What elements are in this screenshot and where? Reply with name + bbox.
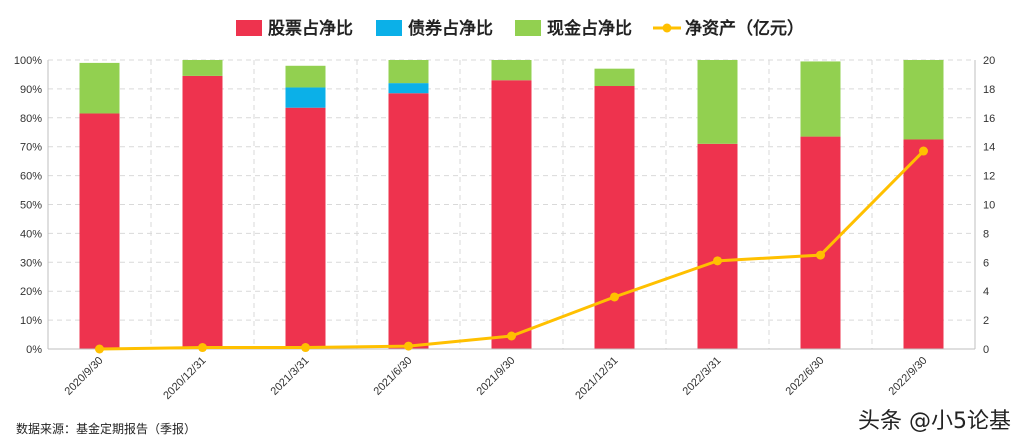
bar-segment: [285, 87, 326, 108]
y-right-tick-label: 2: [983, 315, 989, 327]
legend-swatch: [376, 20, 402, 36]
y-left-tick-label: 10%: [20, 315, 42, 327]
bar-segment: [388, 60, 429, 84]
bars: [79, 60, 944, 350]
legend-label: 现金占净比: [547, 18, 632, 39]
bar-segment: [182, 75, 223, 350]
bar-segment: [182, 60, 223, 76]
x-tick-label: 2022/9/30: [887, 355, 930, 398]
y-right-tick-label: 12: [983, 171, 995, 183]
net-asset-point: [301, 343, 310, 353]
bar-segment: [388, 83, 429, 94]
y-right-tick-label: 4: [983, 286, 989, 298]
y-right-tick-label: 10: [983, 200, 995, 212]
bar-segment: [79, 62, 120, 114]
y-left-tick-label: 30%: [20, 257, 42, 269]
bar-segment: [594, 86, 635, 349]
y-right-tick-label: 0: [983, 344, 989, 356]
y-right-tick-label: 14: [983, 142, 995, 154]
y-right-tick-label: 18: [983, 84, 995, 96]
x-tick-label: 2022/6/30: [784, 355, 827, 398]
x-tick-label: 2021/9/30: [475, 355, 518, 398]
legend: 股票占净比 债券占净比 现金占净比 净资产（亿元）: [236, 18, 804, 39]
net-asset-point: [198, 343, 207, 353]
x-tick-label: 2020/12/31: [161, 355, 208, 402]
legend-swatch-marker: [662, 23, 672, 33]
x-tick-label: 2022/3/31: [681, 355, 724, 398]
legend-label: 净资产（亿元）: [685, 18, 804, 39]
bar-segment: [903, 139, 944, 349]
bar-segment: [594, 68, 635, 87]
y-left-tick-label: 60%: [20, 171, 42, 183]
x-tick-label: 2021/6/30: [372, 355, 415, 398]
bar-segment: [491, 80, 532, 349]
bar-segment: [903, 60, 944, 140]
y-left-tick-label: 0%: [26, 344, 42, 356]
net-asset-point: [404, 341, 413, 351]
y-right-tick-label: 20: [983, 55, 995, 67]
x-tick-label: 2020/9/30: [63, 355, 106, 398]
net-asset-point: [816, 250, 825, 260]
source-note: 数据来源：基金定期报告（季报）: [16, 422, 197, 436]
legend-label: 股票占净比: [268, 18, 353, 39]
y-right-tick-label: 8: [983, 228, 989, 240]
net-asset-point: [610, 292, 619, 302]
watermark: 头条 @小5论基: [858, 409, 1011, 434]
y-left-tick-label: 80%: [20, 113, 42, 125]
net-asset-point: [507, 331, 516, 341]
y-left-tick-label: 70%: [20, 142, 42, 154]
x-tick-label: 2021/3/31: [269, 355, 312, 398]
bar-segment: [285, 65, 326, 88]
net-asset-point: [919, 146, 928, 156]
bar-segment: [388, 93, 429, 349]
bar-segment: [697, 143, 738, 349]
bar-segment: [285, 107, 326, 349]
net-asset-point: [95, 344, 104, 354]
net-asset-point: [713, 256, 722, 266]
y-left-tick-label: 90%: [20, 84, 42, 96]
bar-segment: [79, 113, 120, 349]
y-left-tick-label: 40%: [20, 228, 42, 240]
y-right-tick-label: 16: [983, 113, 995, 125]
y-right-tick-label: 6: [983, 257, 989, 269]
legend-swatch: [515, 20, 541, 36]
legend-swatch: [236, 20, 262, 36]
y-left-tick-label: 50%: [20, 200, 42, 212]
net-asset-line: [95, 146, 928, 354]
legend-label: 债券占净比: [408, 18, 493, 39]
x-tick-label: 2021/12/31: [573, 355, 620, 402]
bar-segment: [491, 60, 532, 81]
bar-segment: [697, 60, 738, 144]
bar-segment: [800, 61, 841, 137]
y-left-tick-label: 100%: [14, 55, 42, 67]
y-left-tick-label: 20%: [20, 286, 42, 298]
